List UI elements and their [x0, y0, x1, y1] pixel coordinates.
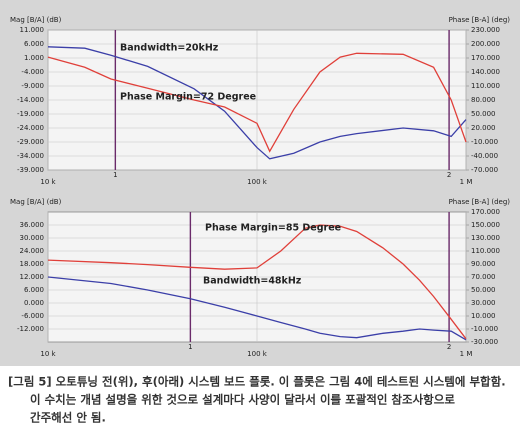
y-tick-label: 6.000	[24, 40, 44, 48]
y2-axis-label: Phase [B-A] (deg)	[449, 16, 511, 24]
cursor-label: 1	[113, 171, 117, 179]
y2-tick-label: 110.000	[471, 247, 500, 255]
y-tick-label: 11.000	[20, 26, 45, 34]
y2-tick-label: -30.000	[471, 338, 498, 346]
y-tick-label: 0.000	[24, 299, 44, 307]
y-tick-label: 12.000	[20, 273, 45, 281]
y-tick-label: -14.000	[17, 96, 44, 104]
annotation: Bandwidth=20kHz	[120, 43, 219, 54]
y-axis-label: Mag [B/A] (dB)	[10, 16, 62, 24]
y2-tick-label: 130.000	[471, 234, 500, 242]
y-tick-label: -39.000	[17, 166, 44, 174]
y-tick-label: -12.000	[17, 325, 44, 333]
y-tick-label: -4.000	[21, 68, 44, 76]
caption-line: 간주해선 안 됨.	[30, 411, 106, 425]
y2-tick-label: 50.000	[471, 110, 496, 118]
y2-tick-label: 20.000	[471, 124, 496, 132]
annotation: Phase Margin=85 Degree	[205, 223, 341, 234]
y2-axis-label: Phase [B-A] (deg)	[449, 198, 511, 206]
y2-tick-label: -10.000	[471, 325, 498, 333]
y-tick-label: -29.000	[17, 138, 44, 146]
y-tick-label: 6.000	[24, 286, 44, 294]
y2-tick-label: 80.000	[471, 96, 496, 104]
y2-tick-label: 70.000	[471, 273, 496, 281]
caption-line: 이 수치는 개념 설명을 위한 것으로 설계마다 사양이 달라서 이를 포괄적인…	[30, 393, 455, 407]
y2-tick-label: 90.000	[471, 260, 496, 268]
y2-tick-label: 140.000	[471, 68, 500, 76]
y2-tick-label: 200.000	[471, 40, 500, 48]
y2-tick-label: 230.000	[471, 26, 500, 34]
y2-tick-label: -70.000	[471, 166, 498, 174]
annotation: Bandwidth=48kHz	[203, 276, 302, 287]
y2-tick-label: 110.000	[471, 82, 500, 90]
y2-tick-label: 170.000	[471, 208, 500, 216]
cursor-label: 1	[188, 343, 192, 351]
series-line	[47, 224, 467, 340]
caption-line: [그림 5] 오토튜닝 전(위), 후(아래) 시스템 보드 플롯. 이 플롯은…	[8, 375, 506, 389]
y2-tick-label: 10.000	[471, 312, 496, 320]
x-tick-label: 10 k	[40, 350, 56, 358]
y2-tick-label: 50.000	[471, 286, 496, 294]
y-tick-label: -34.000	[17, 152, 44, 160]
x-tick-label: 1 M	[460, 350, 473, 358]
y-tick-label: 18.000	[20, 260, 45, 268]
series-line	[47, 276, 467, 341]
y-tick-label: 1.000	[24, 54, 44, 62]
y-tick-label: -24.000	[17, 124, 44, 132]
y-tick-label: 30.000	[20, 234, 45, 242]
series-line	[47, 52, 467, 153]
y2-tick-label: 170.000	[471, 54, 500, 62]
y2-tick-label: -10.000	[471, 138, 498, 146]
y2-tick-label: -40.000	[471, 152, 498, 160]
y-axis-label: Mag [B/A] (dB)	[10, 198, 62, 206]
cursor-label: 2	[447, 171, 451, 179]
y-tick-label: 36.000	[20, 221, 45, 229]
y-tick-label: -9.000	[21, 82, 44, 90]
cursor-label: 2	[447, 343, 451, 351]
annotation: Phase Margin=72 Degree	[120, 92, 256, 103]
x-tick-label: 1 M	[460, 178, 473, 186]
x-tick-label: 100 k	[247, 178, 268, 186]
y2-tick-label: 30.000	[471, 299, 496, 307]
y-tick-label: -19.000	[17, 110, 44, 118]
series-line	[47, 46, 467, 160]
y-tick-label: -6.000	[21, 312, 44, 320]
y2-tick-label: 150.000	[471, 221, 500, 229]
x-tick-label: 10 k	[40, 178, 56, 186]
x-tick-label: 100 k	[247, 350, 268, 358]
y-tick-label: 24.000	[20, 247, 45, 255]
